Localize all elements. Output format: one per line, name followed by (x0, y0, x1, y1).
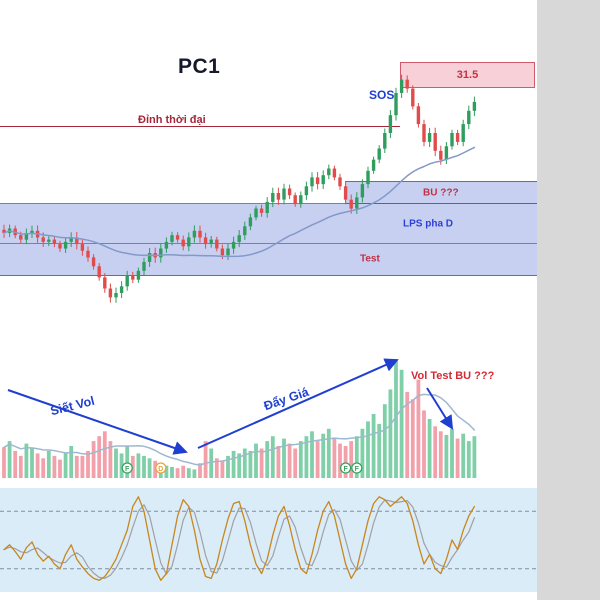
lps-zone-label: LPS pha D (403, 218, 454, 229)
bu-zone-band[interactable]: BU ??? (345, 181, 537, 204)
peak-line-label: Đỉnh thời đại (138, 114, 206, 126)
bu-zone-label: BU ??? (423, 187, 459, 198)
svg-text:F: F (343, 466, 348, 473)
svg-text:D: D (158, 466, 163, 473)
resistance-zone-box[interactable]: 31.5 (400, 62, 535, 88)
test-zone-label: Test (360, 253, 380, 265)
symbol-title: PC1 (178, 55, 221, 78)
svg-text:F: F (125, 466, 130, 473)
peak-horizontal-line[interactable] (0, 126, 400, 127)
vol-test-bu-label[interactable]: Vol Test BU ??? (411, 370, 495, 382)
right-margin (537, 0, 600, 600)
resistance-zone-label: 31.5 (456, 69, 479, 81)
sos-label[interactable]: SOS (369, 88, 395, 102)
svg-text:F: F (355, 466, 360, 473)
